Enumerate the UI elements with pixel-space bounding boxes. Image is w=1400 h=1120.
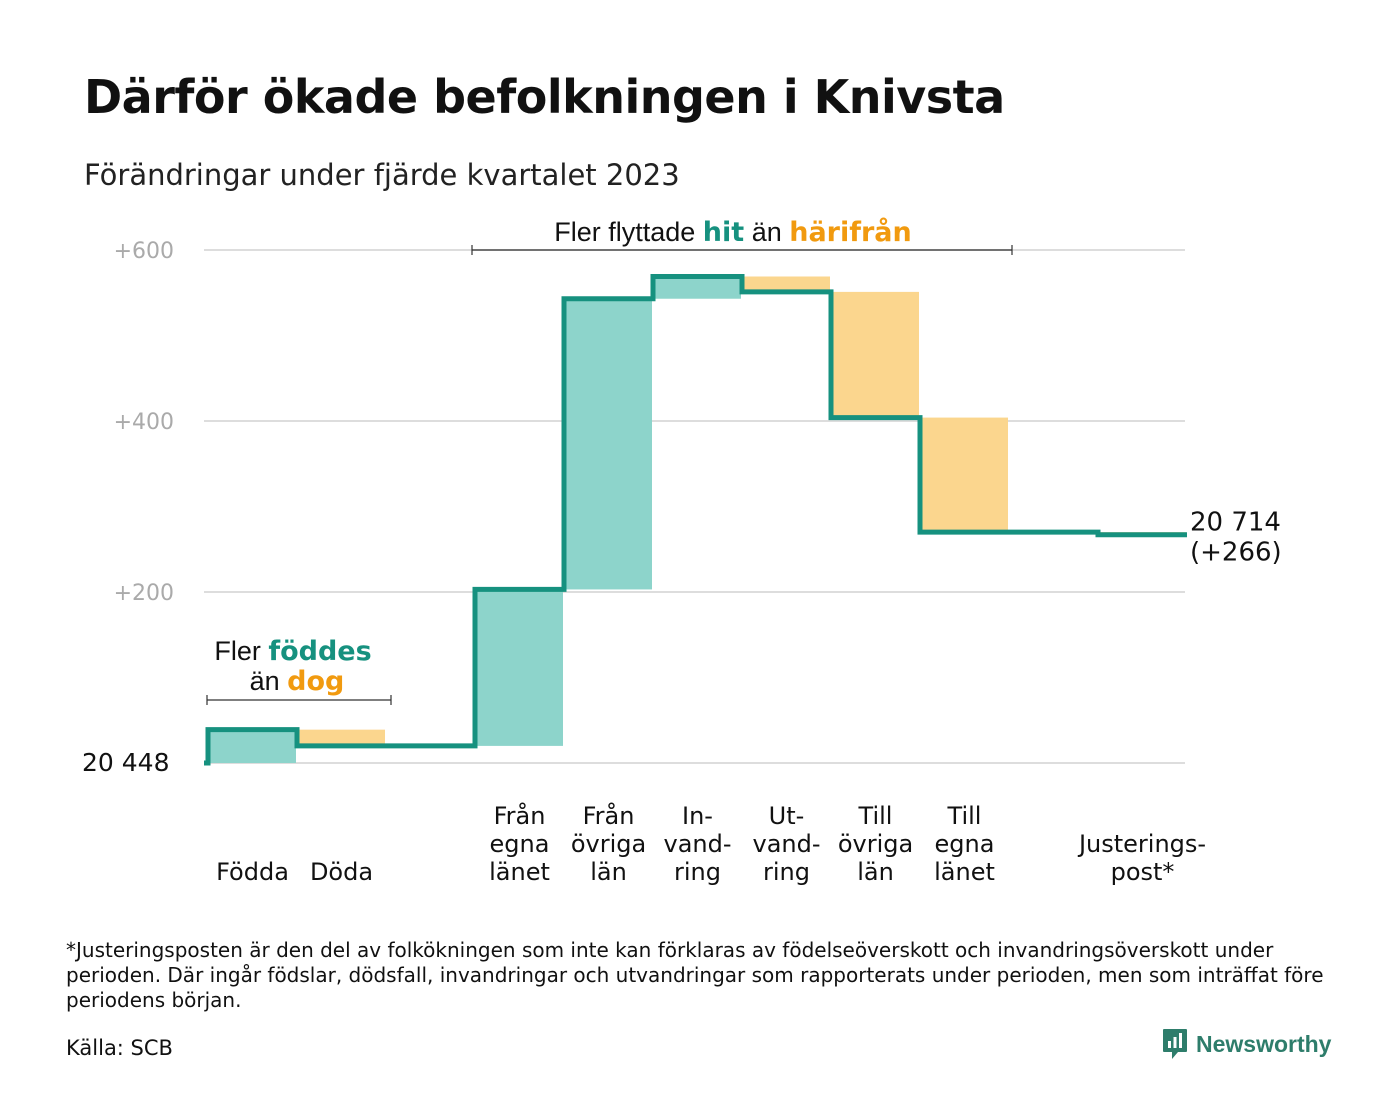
category-label: post* [1111, 858, 1175, 886]
brand-logo: Newsworthy [1162, 1028, 1331, 1060]
migration-annotation-part: härifrån [789, 216, 912, 248]
category-label: vand- [752, 830, 820, 858]
migration-annotation-part: än [744, 217, 789, 247]
increase-bar [475, 589, 563, 746]
births-annotation-line1-part: Fler [214, 636, 268, 666]
category-label: ring [674, 858, 721, 886]
y-tick-label: +400 [114, 410, 174, 435]
category-label: Från [583, 801, 635, 830]
category-label: övriga [838, 830, 913, 858]
cumulative-step-line [204, 274, 1187, 766]
category-label: länet [489, 858, 550, 886]
births-annotation-line1-part: föddes [268, 636, 371, 667]
y-tick-label: +200 [114, 581, 174, 606]
category-label: In- [682, 802, 713, 830]
births-annotation-line2-part: dog [287, 666, 344, 697]
end-value-label: 20 714 [1190, 508, 1281, 538]
chart-title: Därför ökade befolkningen i Knivsta [84, 70, 1005, 124]
category-label: län [590, 858, 627, 886]
births-annotation-line2: än dog [250, 666, 345, 697]
footnote: *Justeringsposten är den del av folkökni… [66, 938, 1324, 1012]
migration-annotation-part: Fler flyttade [554, 217, 703, 247]
migration-annotation-part: hit [703, 217, 744, 248]
category-label: län [857, 858, 894, 886]
chart-subtitle: Förändringar under fjärde kvartalet 2023 [84, 158, 680, 192]
category-label: Döda [310, 858, 373, 886]
decrease-bar [742, 276, 830, 292]
start-value-label: 20 448 [82, 748, 169, 777]
decrease-bar [920, 417, 1008, 533]
category-label: Födda [216, 858, 289, 886]
y-tick-label: +600 [114, 239, 174, 264]
source-note: Källa: SCB [66, 1036, 173, 1060]
end-change-label: (+266) [1190, 538, 1282, 568]
increase-bar [564, 298, 652, 590]
category-label: övriga [571, 830, 646, 858]
births-annotation-line1: Fler föddes [214, 636, 371, 667]
category-label: Till [858, 802, 893, 830]
category-label: ring [763, 858, 810, 886]
migration-annotation: Fler flyttade hit än härifrån [554, 216, 912, 248]
decrease-bar [297, 729, 385, 746]
category-label: Från [494, 801, 546, 830]
category-label: vand- [663, 830, 731, 858]
decrease-bar [831, 291, 919, 418]
increase-bar [208, 729, 296, 763]
brand-name: Newsworthy [1196, 1030, 1332, 1057]
newsworthy-logo-icon [1163, 1029, 1187, 1059]
category-label: Justerings- [1077, 830, 1206, 858]
category-label: egna [490, 830, 550, 858]
category-label: Till [947, 802, 982, 830]
births-annotation-line2-part: än [250, 666, 288, 696]
category-label: egna [935, 830, 995, 858]
category-label: Ut- [769, 802, 805, 830]
category-label: länet [934, 858, 995, 886]
increase-bar [653, 276, 741, 299]
